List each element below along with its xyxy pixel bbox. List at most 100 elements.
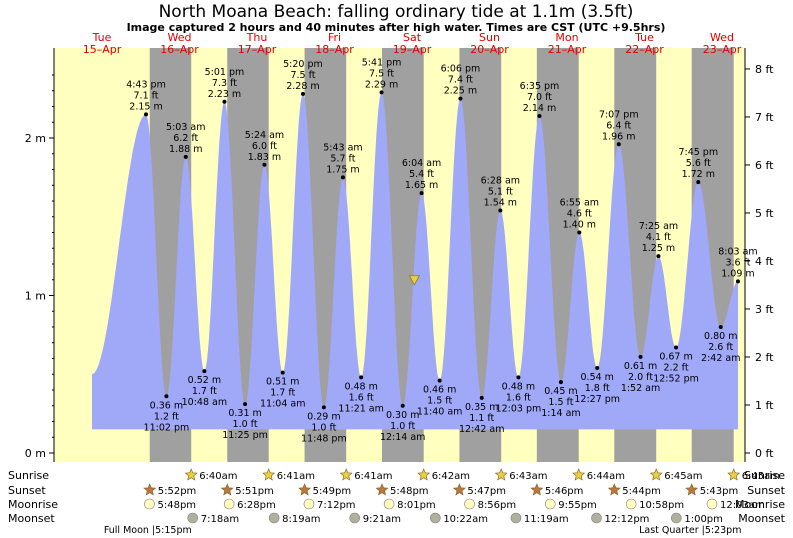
sunset-time: 5:46pm	[545, 486, 584, 497]
moonset-time: 10:22am	[443, 514, 488, 525]
tide-extreme-label: 5.7 ft	[330, 153, 355, 164]
day-date: 17–Apr	[238, 43, 277, 56]
current-tide-triangle	[408, 275, 421, 286]
tide-extreme-label: 8:03 am	[718, 246, 757, 257]
moonset-time: 7:18am	[201, 514, 239, 525]
sunrise-time: 6:40am	[199, 471, 237, 482]
sunrise-time: 6:44am	[587, 471, 625, 482]
tide-extreme-label: 12:27 pm	[574, 394, 620, 405]
tide-extreme-label: 1.09 m	[721, 268, 754, 279]
moonset-icon	[591, 512, 602, 524]
tide-extreme-label: 0.46 m	[423, 385, 456, 396]
y-tick-label-right: 8 ft	[755, 63, 774, 76]
tide-extreme-label: 4.1 ft	[646, 232, 671, 243]
sunrise-icon	[649, 468, 663, 481]
tide-extreme-dot	[696, 180, 701, 185]
moonset-icon	[268, 512, 280, 524]
tide-extreme-label: 1.83 m	[248, 152, 281, 163]
moonrise-icon	[544, 498, 556, 510]
tide-extreme-label: 2.28 m	[286, 81, 319, 92]
tide-extreme-label: 1.6 ft	[506, 392, 531, 403]
sunset-icon	[375, 483, 389, 496]
sunrise-icon	[262, 468, 276, 481]
sunset-time: 5:44pm	[622, 486, 661, 497]
tide-extreme-dot	[379, 90, 384, 95]
tide-extreme-dot	[638, 354, 643, 359]
sunrise-time: 6:43am	[509, 471, 547, 482]
tide-extreme-dot	[735, 279, 740, 284]
sunset-row-label: Sunset	[8, 484, 46, 497]
day-name: Sat	[403, 31, 422, 44]
current-tide-marker	[408, 275, 421, 286]
tide-extreme-label: 7.1 ft	[134, 90, 159, 101]
sunrise-time: 6:41am	[354, 471, 392, 482]
sunrise-time: 6:45am	[742, 471, 780, 482]
tide-extreme-label: 0.35 m	[465, 402, 498, 413]
tide-water-area	[92, 92, 738, 430]
moon-phase-note: Full Moon |5:15pm	[104, 525, 192, 536]
tide-extreme-label: 0.61 m	[624, 361, 657, 372]
moonset-time: 9:21am	[363, 514, 401, 525]
tide-extreme-label: 7:45 pm	[678, 147, 718, 158]
tide-extreme-dot	[437, 378, 442, 383]
tide-extreme-label: 7:07 pm	[599, 109, 639, 120]
tide-extreme-dot	[164, 394, 169, 399]
moonrise-icon	[464, 498, 475, 510]
tide-extreme-label: 1.40 m	[563, 220, 596, 231]
tide-extreme-label: 7.5 ft	[290, 70, 315, 81]
tide-extreme-label: 1.54 m	[484, 197, 517, 208]
tide-extreme-label: 2.0 ft	[628, 372, 653, 383]
moonrise-icon	[303, 498, 315, 510]
tide-extreme-label: 1.0 ft	[390, 421, 415, 432]
day-date: 15–Apr	[83, 43, 122, 56]
day-name: Tue	[634, 31, 654, 44]
tide-extreme-label: 1.8 ft	[585, 383, 610, 394]
tide-extreme-dot	[577, 230, 582, 235]
tide-extreme-label: 1:14 am	[541, 408, 580, 419]
sunrise-time: 6:41am	[277, 471, 315, 482]
sunset-time: 5:48pm	[390, 486, 429, 497]
tide-extreme-dot	[202, 369, 207, 374]
moonrise-icon	[383, 498, 395, 510]
tide-extreme-dot	[479, 395, 484, 400]
tide-extreme-label: 2.14 m	[523, 103, 556, 114]
moonset-time: 12:12pm	[605, 514, 650, 525]
tide-extreme-label: 7:25 am	[639, 221, 678, 232]
tide-extreme-label: 5:20 pm	[283, 59, 323, 70]
tide-extreme-label: 5:01 pm	[205, 67, 245, 78]
sunset-icon	[220, 483, 234, 496]
sun-moon-rows: Sunrise Sunrise 6:40am 6:41am 6:41am 6:42am 6:…	[8, 468, 786, 525]
moonset-time: 11:19am	[524, 514, 569, 525]
tide-extreme-dot	[300, 91, 305, 96]
tide-extreme-label: 6:06 pm	[441, 64, 481, 75]
moonset-time: 1:00pm	[684, 514, 723, 525]
tide-extreme-dot	[616, 142, 621, 147]
moonrise-time: 7:12pm	[317, 500, 356, 511]
day-labels: Tue15–AprWed16–AprThu17–AprFri18–AprSat1…	[83, 31, 742, 56]
tide-extreme-label: 11:40 am	[417, 407, 462, 418]
tide-extreme-label: 2:42 am	[701, 353, 740, 364]
moonrise-time: 12:03am	[720, 500, 765, 511]
moonrise-icon	[625, 498, 637, 510]
tide-extreme-dot	[498, 208, 503, 213]
tide-extreme-dot	[400, 403, 405, 408]
tide-extreme-label: 6.4 ft	[606, 120, 631, 131]
tide-extreme-label: 0.29 m	[307, 411, 340, 422]
tide-extreme-label: 5.1 ft	[488, 186, 513, 197]
tide-extreme-label: 1.2 ft	[154, 411, 179, 422]
moonrise-time: 10:58pm	[639, 500, 684, 511]
tide-extreme-label: 0.31 m	[228, 408, 261, 419]
y-tick-label-right: 5 ft	[755, 207, 774, 220]
tide-extreme-dot	[321, 405, 326, 410]
tide-extreme-dot	[183, 154, 188, 159]
moonrise-time: 5:48pm	[158, 500, 197, 511]
tide-extreme-dot	[558, 380, 563, 385]
tide-extreme-label: 0.48 m	[502, 381, 535, 392]
tide-extreme-dot	[656, 254, 661, 259]
tide-extreme-label: 2.2 ft	[664, 362, 689, 373]
tide-extreme-label: 1.5 ft	[548, 397, 573, 408]
tide-extreme-label: 5:43 am	[323, 142, 362, 153]
day-date: 23–Apr	[703, 43, 742, 56]
moonrise-time: 9:55pm	[558, 500, 597, 511]
